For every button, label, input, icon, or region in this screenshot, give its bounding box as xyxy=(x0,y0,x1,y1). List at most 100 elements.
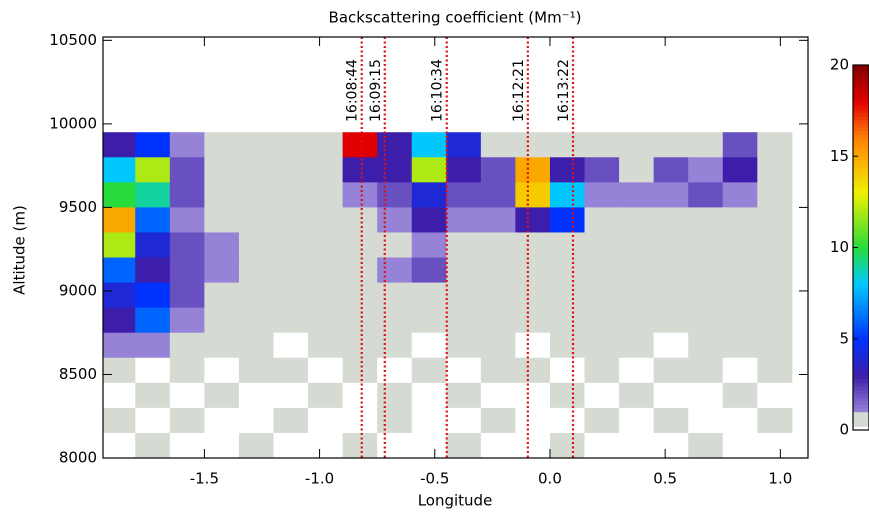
contour-cell xyxy=(722,307,758,334)
colorbar-segment xyxy=(853,65,869,70)
contour-cell xyxy=(169,232,205,259)
contour-cell xyxy=(722,282,758,309)
colorbar-segment xyxy=(853,68,869,73)
contour-cell xyxy=(515,357,551,384)
contour-cell xyxy=(308,357,344,384)
colorbar-segment xyxy=(853,335,869,340)
colorbar-segment xyxy=(853,419,869,424)
contour-cell xyxy=(515,282,551,309)
contour-cell xyxy=(446,382,482,409)
contour-cell xyxy=(169,307,205,334)
colorbar-segment xyxy=(853,375,869,380)
contour-cell xyxy=(377,432,413,459)
colorbar-segment xyxy=(853,397,869,402)
contour-cell xyxy=(480,407,516,434)
contour-cell xyxy=(619,182,655,208)
colorbar-tick-label: 10 xyxy=(830,238,849,256)
contour-cell xyxy=(103,132,136,158)
contour-cell xyxy=(480,307,516,334)
contour-cell xyxy=(584,407,620,434)
colorbar-segment xyxy=(853,313,869,318)
colorbar-segment xyxy=(853,200,869,205)
contour-cell xyxy=(446,432,482,459)
colorbar-segment xyxy=(853,138,869,143)
colorbar-segment xyxy=(853,404,869,409)
contour-cell xyxy=(446,307,482,334)
colorbar-segment xyxy=(853,287,869,292)
contour-cell xyxy=(480,207,516,233)
contour-cell xyxy=(135,307,171,334)
contour-cell xyxy=(549,407,586,434)
annotation-label: 16:10:34 xyxy=(430,59,446,122)
contour-cell xyxy=(549,132,586,158)
contour-cell xyxy=(757,257,793,284)
contour-cell xyxy=(411,432,447,459)
colorbar-segment xyxy=(853,251,869,256)
colorbar-segment xyxy=(853,72,869,77)
contour-cell xyxy=(342,307,378,334)
contour-cell xyxy=(722,357,758,384)
contour-cell xyxy=(342,157,378,183)
colorbar-segment xyxy=(853,305,869,311)
colorbar-segment xyxy=(853,225,869,230)
contour-cell xyxy=(688,382,724,409)
contour-cell xyxy=(238,432,274,459)
contour-cell xyxy=(342,257,378,284)
contour-cell xyxy=(584,132,620,158)
colorbar-segment xyxy=(853,163,869,168)
contour-cell xyxy=(411,407,447,434)
colorbar-segment xyxy=(853,349,869,354)
colorbar-segment xyxy=(853,127,869,132)
contour-cell xyxy=(584,257,620,284)
contour-cell xyxy=(584,307,620,334)
contour-cell xyxy=(619,157,655,183)
contour-cell xyxy=(135,407,171,434)
contour-cell xyxy=(584,182,620,208)
contour-cell xyxy=(722,157,758,183)
colorbar-segment xyxy=(853,342,869,347)
contour-cell xyxy=(273,207,309,233)
colorbar-segment xyxy=(853,389,869,394)
contour-cell xyxy=(135,332,171,359)
contour-cell xyxy=(342,132,378,158)
contour-cell xyxy=(377,257,413,284)
contour-cell xyxy=(238,157,274,183)
annotation-label: 16:08:44 xyxy=(345,59,361,122)
contour-cell xyxy=(377,307,413,334)
y-tick-label: 10500 xyxy=(49,31,97,49)
contour-cell xyxy=(722,207,758,233)
colorbar-segment xyxy=(853,141,869,146)
colorbar-segment xyxy=(853,170,869,175)
y-tick-label: 9000 xyxy=(59,281,97,299)
contour-cell xyxy=(619,257,655,284)
contour-cell xyxy=(204,207,240,233)
contour-cell xyxy=(515,257,551,284)
colorbar-segment xyxy=(853,320,869,325)
contour-cell xyxy=(377,357,413,384)
colorbar-segment xyxy=(853,265,869,270)
contour-cell xyxy=(411,232,447,259)
contour-cell xyxy=(584,382,620,409)
contour-cell xyxy=(135,432,171,459)
colorbar-segment xyxy=(853,145,869,150)
contour-cell xyxy=(238,407,274,434)
contour-cell xyxy=(722,182,758,208)
colorbar-segment xyxy=(853,367,869,373)
colorbar-segment xyxy=(853,90,869,95)
contour-cell xyxy=(653,307,689,334)
contour-cell xyxy=(411,357,447,384)
contour-cell xyxy=(103,432,136,459)
contour-cell xyxy=(169,132,205,158)
colorbar-segment xyxy=(853,105,869,110)
contour-cell xyxy=(619,307,655,334)
colorbar-segment xyxy=(853,262,869,267)
contour-cell xyxy=(653,432,689,459)
contour-cell xyxy=(169,332,205,359)
contour-cell xyxy=(757,407,793,434)
contour-cell xyxy=(480,332,516,359)
contour-cell xyxy=(757,432,793,459)
colorbar-segment xyxy=(853,360,869,365)
contour-cell xyxy=(688,182,724,208)
contour-cell xyxy=(308,332,344,359)
colorbar-segment xyxy=(853,123,869,128)
